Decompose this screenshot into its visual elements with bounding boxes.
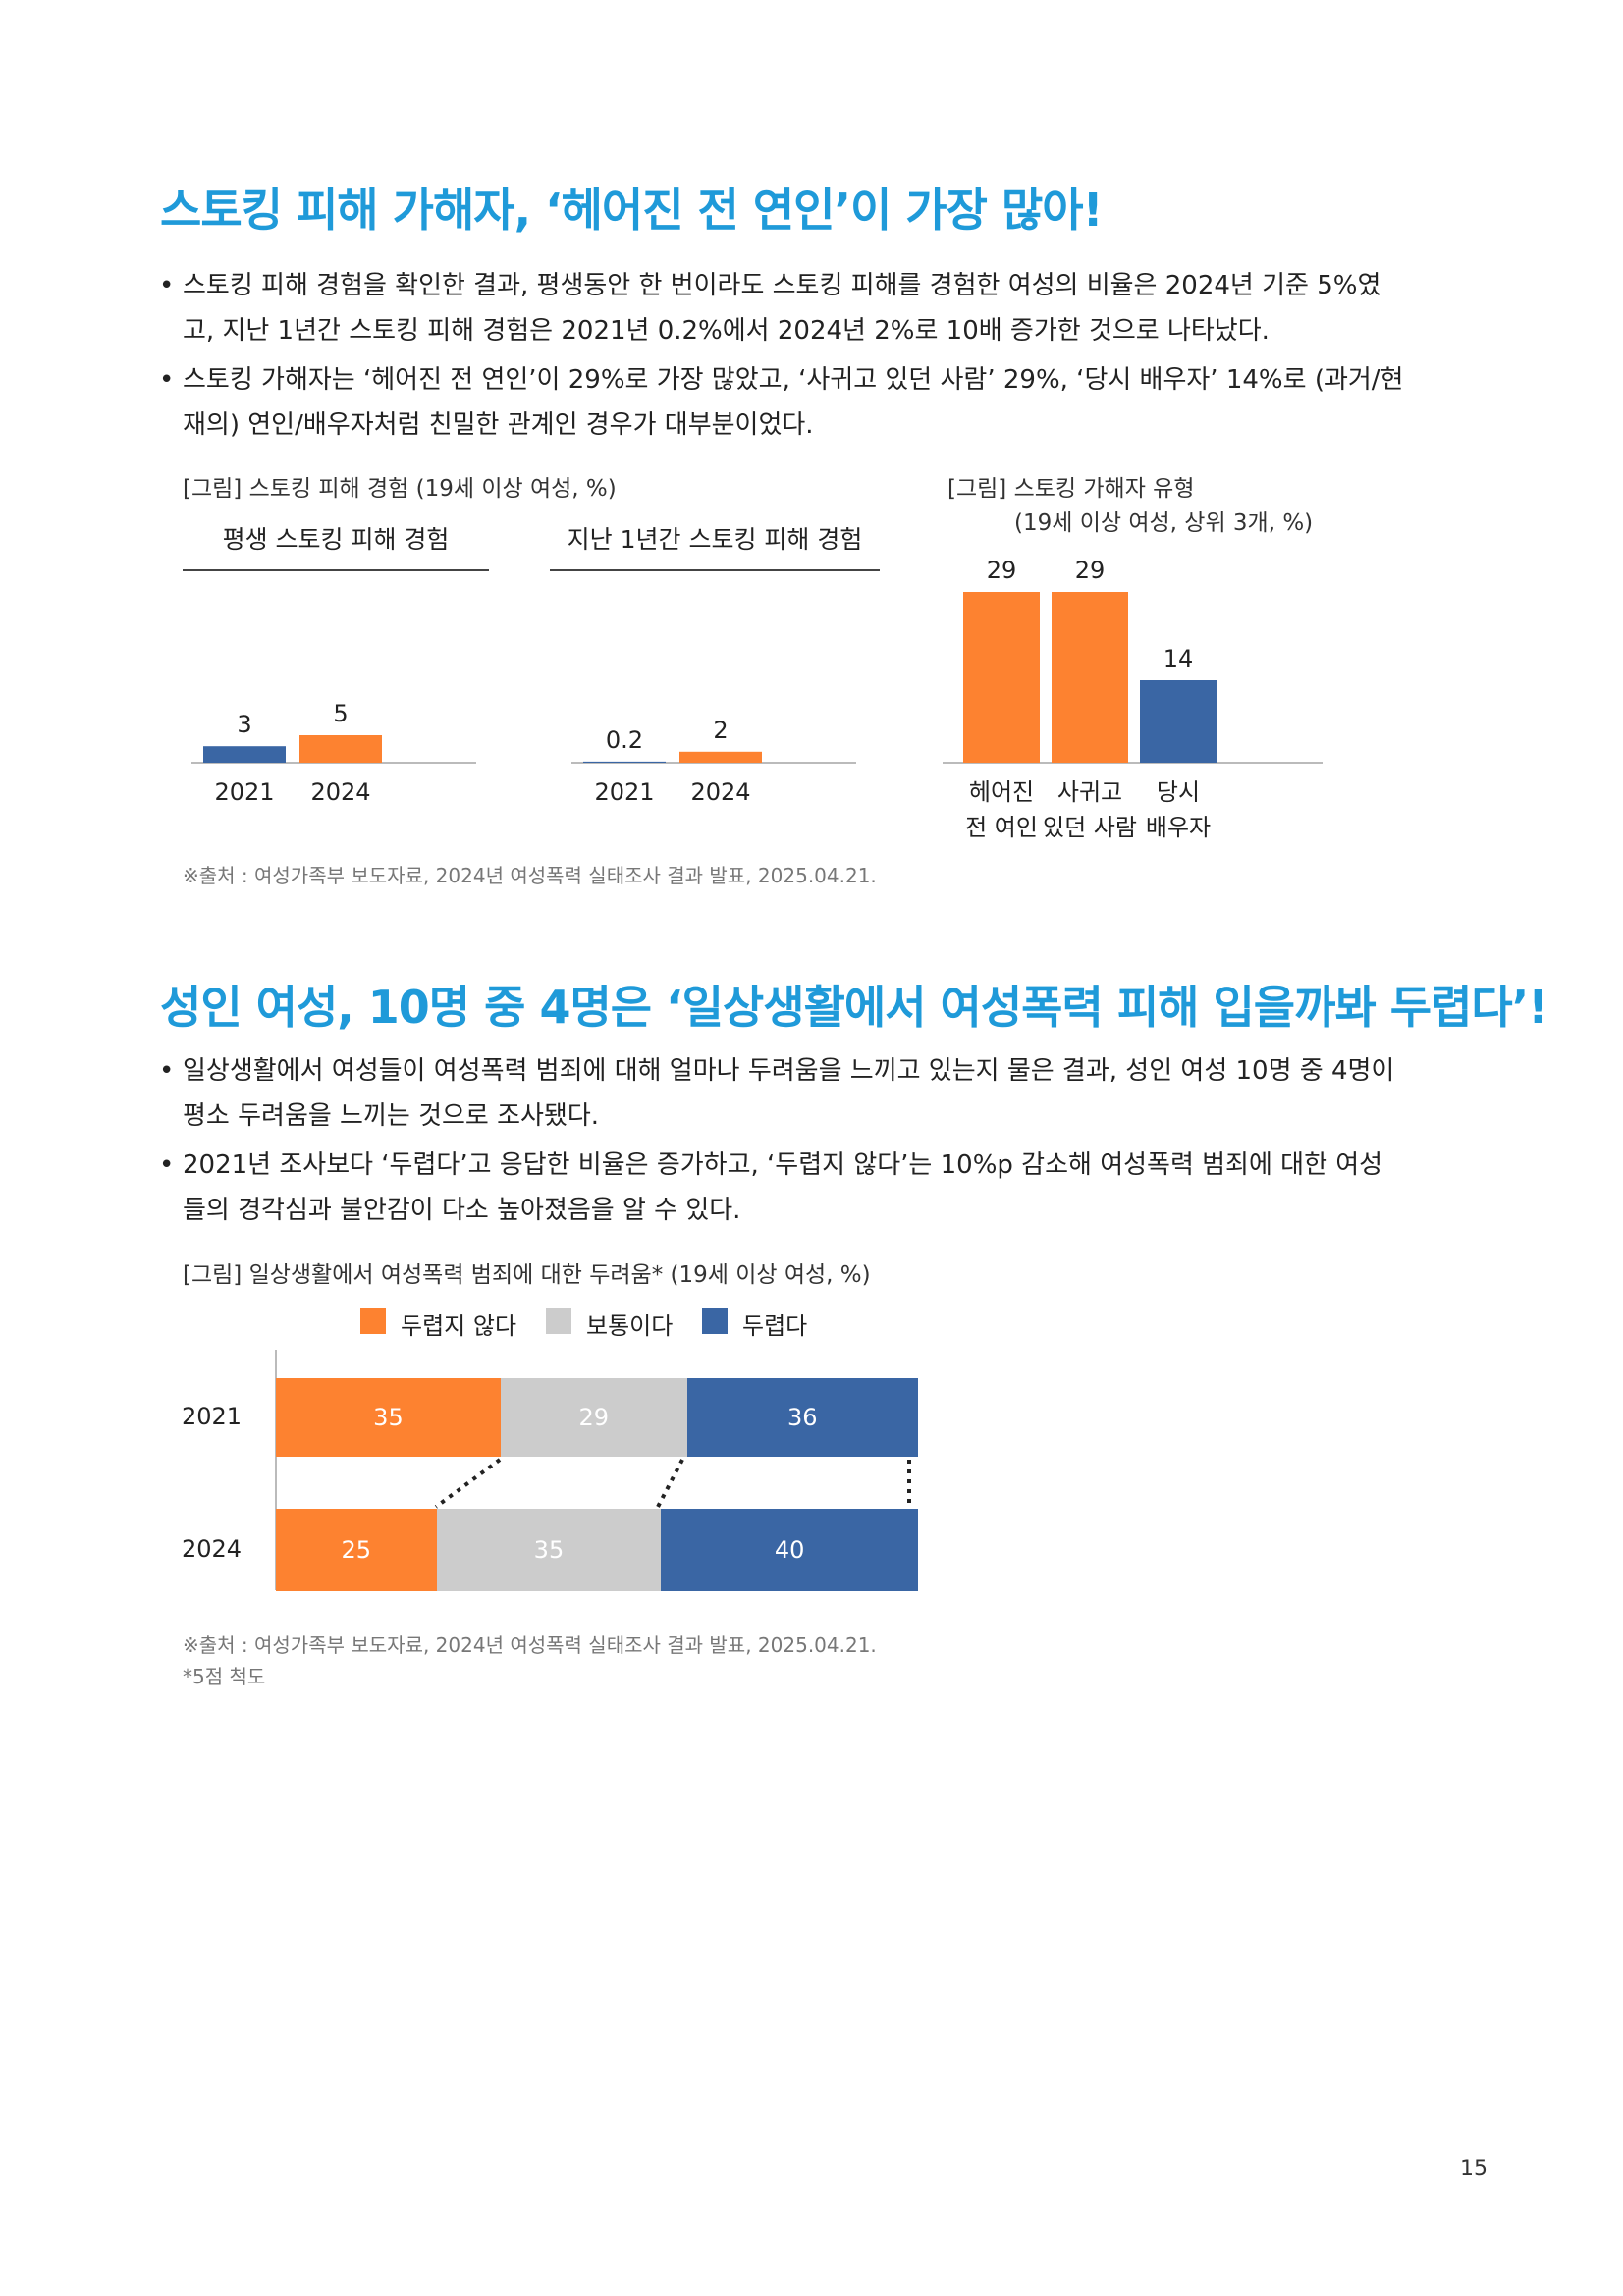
bar <box>1140 680 1217 763</box>
legend-swatch-neutral <box>546 1308 571 1334</box>
data-label: 3 <box>237 711 251 738</box>
connector-line <box>656 1459 684 1508</box>
bar <box>299 735 382 763</box>
chart-axis-line <box>275 1350 277 1590</box>
chart-year-stalking: 0.2 2021 2 2024 <box>571 717 856 806</box>
connector-line <box>434 1458 502 1509</box>
category-label: 2021 <box>594 778 654 806</box>
legend-label-neutral: 보통이다 <box>586 1312 674 1340</box>
bar-segment: 36 <box>686 1378 918 1457</box>
bullet-mark: • <box>159 1150 175 1180</box>
section1-heading: 스토킹 피해 가해자, ‘헤어진 전 연인’이 가장 많아! <box>160 184 1104 237</box>
data-label: 14 <box>1163 645 1194 672</box>
section1-bullet-1: • 스토킹 피해 경험을 확인한 결과, 평생동안 한 번이라도 스토킹 피해를… <box>159 263 1381 353</box>
connector-lines <box>434 1458 911 1509</box>
data-label: 29 <box>578 1404 609 1431</box>
section2-footnote: *5점 척도 <box>183 1665 266 1688</box>
category-label: 2021 <box>214 778 274 806</box>
bullet-line: 스토킹 가해자는 ‘헤어진 전 연인’이 29%로 가장 많았고, ‘사귀고 있… <box>183 365 1404 395</box>
legend-swatch-afraid <box>702 1308 728 1334</box>
legend-swatch-not-afraid <box>360 1308 386 1334</box>
data-label: 29 <box>987 557 1017 584</box>
bar <box>679 751 762 763</box>
bar <box>583 761 666 763</box>
data-label: 40 <box>774 1536 805 1564</box>
section2-bullet-2: • 2021년 조사보다 ‘두렵다’고 응답한 비율은 증가하고, ‘두렵지 않… <box>159 1143 1383 1233</box>
category-label: 있던 사람 <box>1043 814 1137 841</box>
data-label: 0.2 <box>606 726 643 754</box>
bullet-line: 2021년 조사보다 ‘두렵다’고 응답한 비율은 증가하고, ‘두렵지 않다’… <box>183 1150 1383 1180</box>
data-label: 25 <box>341 1536 372 1564</box>
data-label: 35 <box>533 1536 565 1564</box>
category-label: 당시 <box>1157 778 1200 806</box>
subtitle-rule <box>550 569 880 571</box>
fig2-caption-line1: [그림] 스토킹 가해자 유형 <box>947 476 1195 502</box>
category-label: 2021 <box>182 1403 243 1430</box>
bullet-line: 스토킹 피해 경험을 확인한 결과, 평생동안 한 번이라도 스토킹 피해를 경… <box>183 271 1381 300</box>
bar-segment: 40 <box>661 1509 918 1591</box>
fig3-caption: [그림] 일상생활에서 여성폭력 범죄에 대한 두려움* (19세 이상 여성,… <box>183 1262 871 1288</box>
subtitle-rule <box>183 569 489 571</box>
bullet-mark: • <box>159 365 175 395</box>
bar-segment: 35 <box>436 1509 662 1591</box>
data-label: 2 <box>713 717 728 744</box>
bullet-line: 고, 지난 1년간 스토킹 피해 경험은 2021년 0.2%에서 2024년 … <box>183 316 1270 346</box>
page-number: 15 <box>1460 2157 1488 2181</box>
legend-label-afraid: 두렵다 <box>742 1312 808 1340</box>
fig2-caption-line2: (19세 이상 여성, 상위 3개, %) <box>1014 510 1314 536</box>
chart-fear <box>0 0 1 1</box>
legend-label-not-afraid: 두렵지 않다 <box>401 1312 517 1340</box>
bar <box>203 746 286 763</box>
section1-bullet-2: • 스토킹 가해자는 ‘헤어진 전 연인’이 29%로 가장 많았고, ‘사귀고… <box>159 357 1404 448</box>
data-label: 35 <box>373 1404 404 1431</box>
chart-lifetime-stalking: 3 2021 5 2024 <box>191 700 476 806</box>
bar <box>1052 592 1128 763</box>
section2-source: ※출처 : 여성가족부 보도자료, 2024년 여성폭력 실태조사 결과 발표,… <box>183 1633 877 1657</box>
category-label: 전 여인 <box>965 814 1038 841</box>
bar-segment: 25 <box>276 1509 437 1591</box>
category-label: 2024 <box>182 1535 243 1563</box>
category-label: 배우자 <box>1146 814 1211 841</box>
section2-bullet-1: • 일상생활에서 여성들이 여성폭력 범죄에 대해 얼마나 두려움을 느끼고 있… <box>159 1048 1395 1139</box>
data-label: 29 <box>1075 557 1106 584</box>
category-label: 2024 <box>690 778 750 806</box>
bar <box>963 592 1040 763</box>
data-label: 5 <box>333 700 348 727</box>
bullet-line: 평소 두려움을 느끼는 것으로 조사됐다. <box>183 1101 600 1131</box>
bullet-line: 재의) 연인/배우자처럼 친밀한 관계인 경우가 대부분이었다. <box>183 410 814 440</box>
bar-segment: 29 <box>500 1378 687 1457</box>
data-label: 36 <box>786 1404 818 1431</box>
bullet-line: 들의 경각심과 불안감이 다소 높아졌음을 알 수 있다. <box>183 1196 741 1225</box>
fig1-subtitle-lifetime: 평생 스토킹 피해 경험 <box>222 525 450 554</box>
section2-heading: 성인 여성, 10명 중 4명은 ‘일상생활에서 여성폭력 피해 입을까봐 두렵… <box>160 981 1548 1034</box>
fig1-caption: [그림] 스토킹 피해 경험 (19세 이상 여성, %) <box>183 476 617 502</box>
section1-source: ※출처 : 여성가족부 보도자료, 2024년 여성폭력 실태조사 결과 발표,… <box>183 864 877 887</box>
category-label: 헤어진 <box>969 778 1034 806</box>
category-label: 2024 <box>310 778 370 806</box>
bullet-mark: • <box>159 1056 175 1086</box>
fig1-subtitle-year: 지난 1년간 스토킹 피해 경험 <box>567 525 863 554</box>
bar-segment: 35 <box>276 1378 501 1457</box>
category-label: 사귀고 <box>1057 778 1122 806</box>
bullet-mark: • <box>159 271 175 300</box>
bullet-line: 일상생활에서 여성들이 여성폭력 범죄에 대해 얼마나 두려움을 느끼고 있는지… <box>183 1056 1395 1086</box>
